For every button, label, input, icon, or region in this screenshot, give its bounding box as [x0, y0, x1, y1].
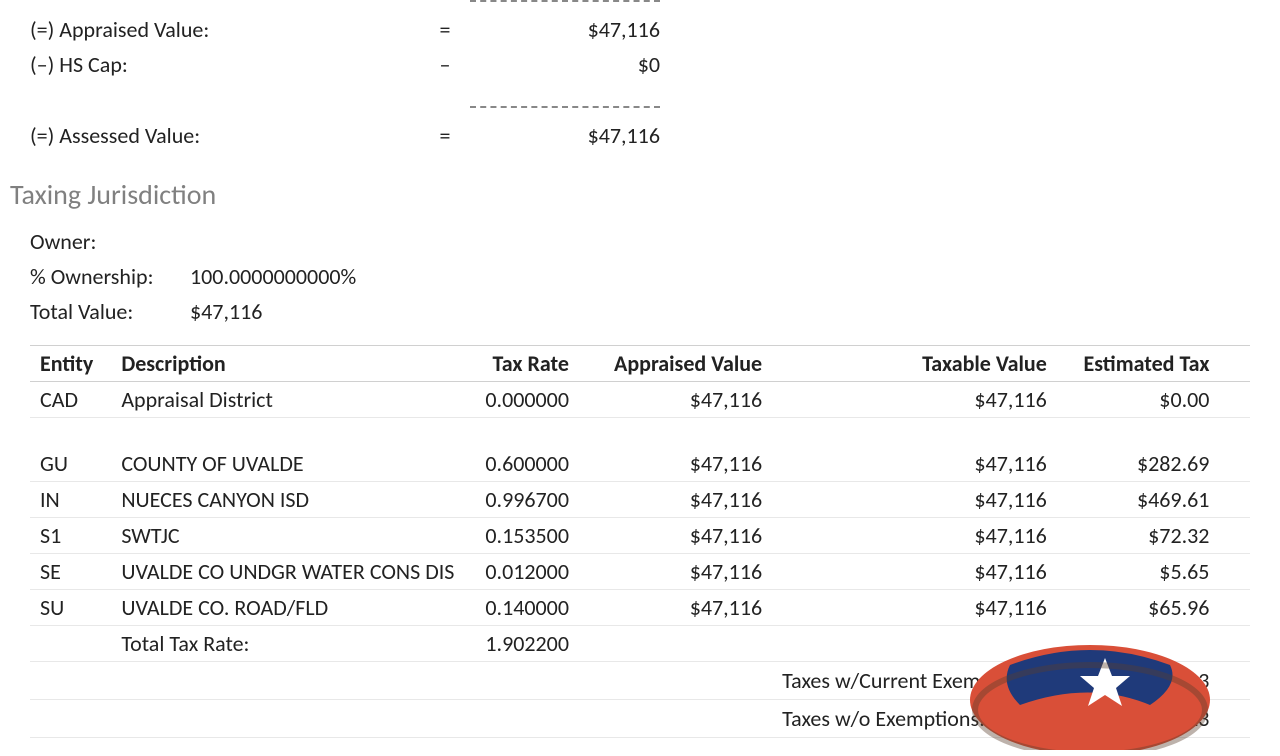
cell-appr: $47,116 [579, 517, 772, 553]
total-value-value: $47,116 [190, 298, 1250, 325]
cell-appr: $47,116 [579, 589, 772, 625]
owner-value [190, 228, 1250, 255]
assessed-block: (=) Assessed Value: = $47,116 [30, 118, 1250, 153]
taxes-with-exemptions-value: $896.23 [1057, 661, 1220, 699]
cell-entity: CAD [30, 382, 111, 418]
taxes-without-exemptions-label: Taxes w/o Exemptions: [772, 699, 1057, 737]
owner-row: Owner: [30, 224, 1250, 259]
total-rate-value: 1.902200 [467, 625, 579, 661]
total-value-row: Total Value: $47,116 [30, 294, 1250, 329]
cell-taxable: $47,116 [772, 382, 1057, 418]
table-row: S1 SWTJC 0.153500 $47,116 $47,116 $72.32 [30, 517, 1250, 553]
cell-appr: $47,116 [579, 446, 772, 482]
cell-desc: UVALDE CO UNDGR WATER CONS DIS [111, 553, 467, 589]
table-row: CAD Appraisal District 0.000000 $47,116 … [30, 382, 1250, 418]
cell-rate: 0.012000 [467, 553, 579, 589]
hscap-label: (–) HS Cap: [30, 51, 430, 78]
hscap-op: – [430, 51, 460, 78]
cell-est: $5.65 [1057, 553, 1220, 589]
cell-desc: COUNTY OF UVALDE [111, 446, 467, 482]
value-summary: (=) Appraised Value: = $47,116 (–) HS Ca… [30, 12, 1250, 82]
ownership-pct-row: % Ownership: 100.0000000000% [30, 259, 1250, 294]
table-row: GU COUNTY OF UVALDE 0.600000 $47,116 $47… [30, 446, 1250, 482]
assessed-op: = [430, 122, 460, 149]
summary-row-without: Taxes w/o Exemptions: $896.23 [30, 699, 1250, 737]
taxes-without-exemptions-value: $896.23 [1057, 699, 1220, 737]
ownership-pct-label: % Ownership: [30, 263, 190, 290]
hscap-row: (–) HS Cap: – $0 [30, 47, 1250, 82]
cell-taxable: $47,116 [772, 589, 1057, 625]
cell-taxable: $47,116 [772, 517, 1057, 553]
total-rate-label: Total Tax Rate: [111, 625, 467, 661]
table-row: SE UVALDE CO UNDGR WATER CONS DIS 0.0120… [30, 553, 1250, 589]
cell-est: $282.69 [1057, 446, 1220, 482]
section-title: Taxing Jurisdiction [10, 177, 1270, 212]
total-rate-row: Total Tax Rate: 1.902200 [30, 625, 1250, 661]
table-spacer [30, 418, 1250, 446]
total-value-label: Total Value: [30, 298, 190, 325]
cell-rate: 0.996700 [467, 481, 579, 517]
cell-desc: SWTJC [111, 517, 467, 553]
cell-entity: GU [30, 446, 111, 482]
cell-desc: NUECES CANYON ISD [111, 481, 467, 517]
cell-taxable: $47,116 [772, 446, 1057, 482]
cell-rate: 0.600000 [467, 446, 579, 482]
header-spacer [1219, 346, 1250, 382]
owner-label: Owner: [30, 228, 190, 255]
cell-est: $65.96 [1057, 589, 1220, 625]
cell-rate: 0.140000 [467, 589, 579, 625]
cell-entity: SE [30, 553, 111, 589]
appraised-label: (=) Appraised Value: [30, 16, 430, 43]
tax-table: Entity Description Tax Rate Appraised Va… [30, 345, 1250, 738]
cell-desc: UVALDE CO. ROAD/FLD [111, 589, 467, 625]
table-row: IN NUECES CANYON ISD 0.996700 $47,116 $4… [30, 481, 1250, 517]
header-estimated-tax: Estimated Tax [1057, 346, 1220, 382]
assessed-amount: $47,116 [460, 122, 660, 149]
ownership-pct-value: 100.0000000000% [190, 263, 1250, 290]
divider-line [470, 0, 660, 2]
cell-appr: $47,116 [579, 481, 772, 517]
cell-taxable: $47,116 [772, 481, 1057, 517]
cell-rate: 0.000000 [467, 382, 579, 418]
assessed-value-row: (=) Assessed Value: = $47,116 [30, 118, 1250, 153]
cell-appr: $47,116 [579, 382, 772, 418]
cell-est: $469.61 [1057, 481, 1220, 517]
header-appraised-value: Appraised Value [579, 346, 772, 382]
hscap-amount: $0 [460, 51, 660, 78]
cell-est: $0.00 [1057, 382, 1220, 418]
cell-entity: SU [30, 589, 111, 625]
appraised-op: = [430, 16, 460, 43]
cell-appr: $47,116 [579, 553, 772, 589]
assessed-label: (=) Assessed Value: [30, 122, 430, 149]
cell-est: $72.32 [1057, 517, 1220, 553]
table-header-row: Entity Description Tax Rate Appraised Va… [30, 346, 1250, 382]
appraised-amount: $47,116 [460, 16, 660, 43]
cell-entity: IN [30, 481, 111, 517]
header-description: Description [111, 346, 467, 382]
divider-line [470, 106, 660, 108]
taxes-with-exemptions-label: Taxes w/Current Exemptions: [772, 661, 1057, 699]
appraised-value-row: (=) Appraised Value: = $47,116 [30, 12, 1250, 47]
header-taxable-value: Taxable Value [772, 346, 1057, 382]
table-row: SU UVALDE CO. ROAD/FLD 0.140000 $47,116 … [30, 589, 1250, 625]
cell-rate: 0.153500 [467, 517, 579, 553]
cell-taxable: $47,116 [772, 553, 1057, 589]
summary-row-with: Taxes w/Current Exemptions: $896.23 [30, 661, 1250, 699]
owner-block: Owner: % Ownership: 100.0000000000% Tota… [30, 224, 1250, 329]
cell-entity: S1 [30, 517, 111, 553]
header-entity: Entity [30, 346, 111, 382]
cell-desc: Appraisal District [111, 382, 467, 418]
header-tax-rate: Tax Rate [467, 346, 579, 382]
